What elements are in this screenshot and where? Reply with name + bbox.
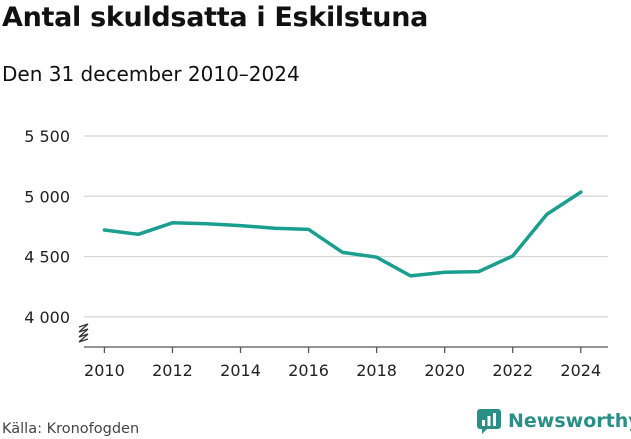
x-tick-label: 2020 bbox=[424, 361, 465, 380]
source-note: Källa: Kronofogden bbox=[2, 421, 140, 437]
y-tick-label: 5 500 bbox=[24, 127, 70, 146]
brand-logo[interactable]: Newsworthy bbox=[476, 408, 631, 434]
y-tick-label: 5 000 bbox=[24, 187, 70, 206]
x-axis bbox=[84, 346, 608, 353]
axis-break-zigzag bbox=[78, 323, 89, 343]
x-tick-label: 2016 bbox=[288, 361, 329, 380]
series-group bbox=[102, 190, 583, 278]
x-tick-label: 2010 bbox=[84, 361, 125, 380]
axis-break-icon bbox=[78, 323, 89, 343]
x-tick-label: 2018 bbox=[356, 361, 397, 380]
x-tick-label: 2012 bbox=[152, 361, 193, 380]
x-tick-label: 2014 bbox=[220, 361, 261, 380]
y-tick-label: 4 000 bbox=[24, 308, 70, 327]
chart-subtitle: Den 31 december 2010–2024 bbox=[2, 62, 300, 86]
x-tick-label: 2022 bbox=[492, 361, 533, 380]
series-line bbox=[102, 190, 583, 278]
y-tick-labels: 4 000 4 500 5 000 5 500 bbox=[24, 127, 70, 327]
chart-title: Antal skuldsatta i Eskilstuna bbox=[2, 2, 429, 33]
x-tick-label: 2024 bbox=[560, 361, 601, 380]
grid-lines bbox=[84, 135, 608, 318]
y-tick-label: 4 500 bbox=[24, 248, 70, 267]
x-tick-labels: 2010 2012 2014 2016 2018 2020 2022 2024 bbox=[84, 361, 601, 380]
brand-name: Newsworthy bbox=[508, 410, 631, 432]
newsworthy-logo-icon bbox=[477, 409, 501, 434]
